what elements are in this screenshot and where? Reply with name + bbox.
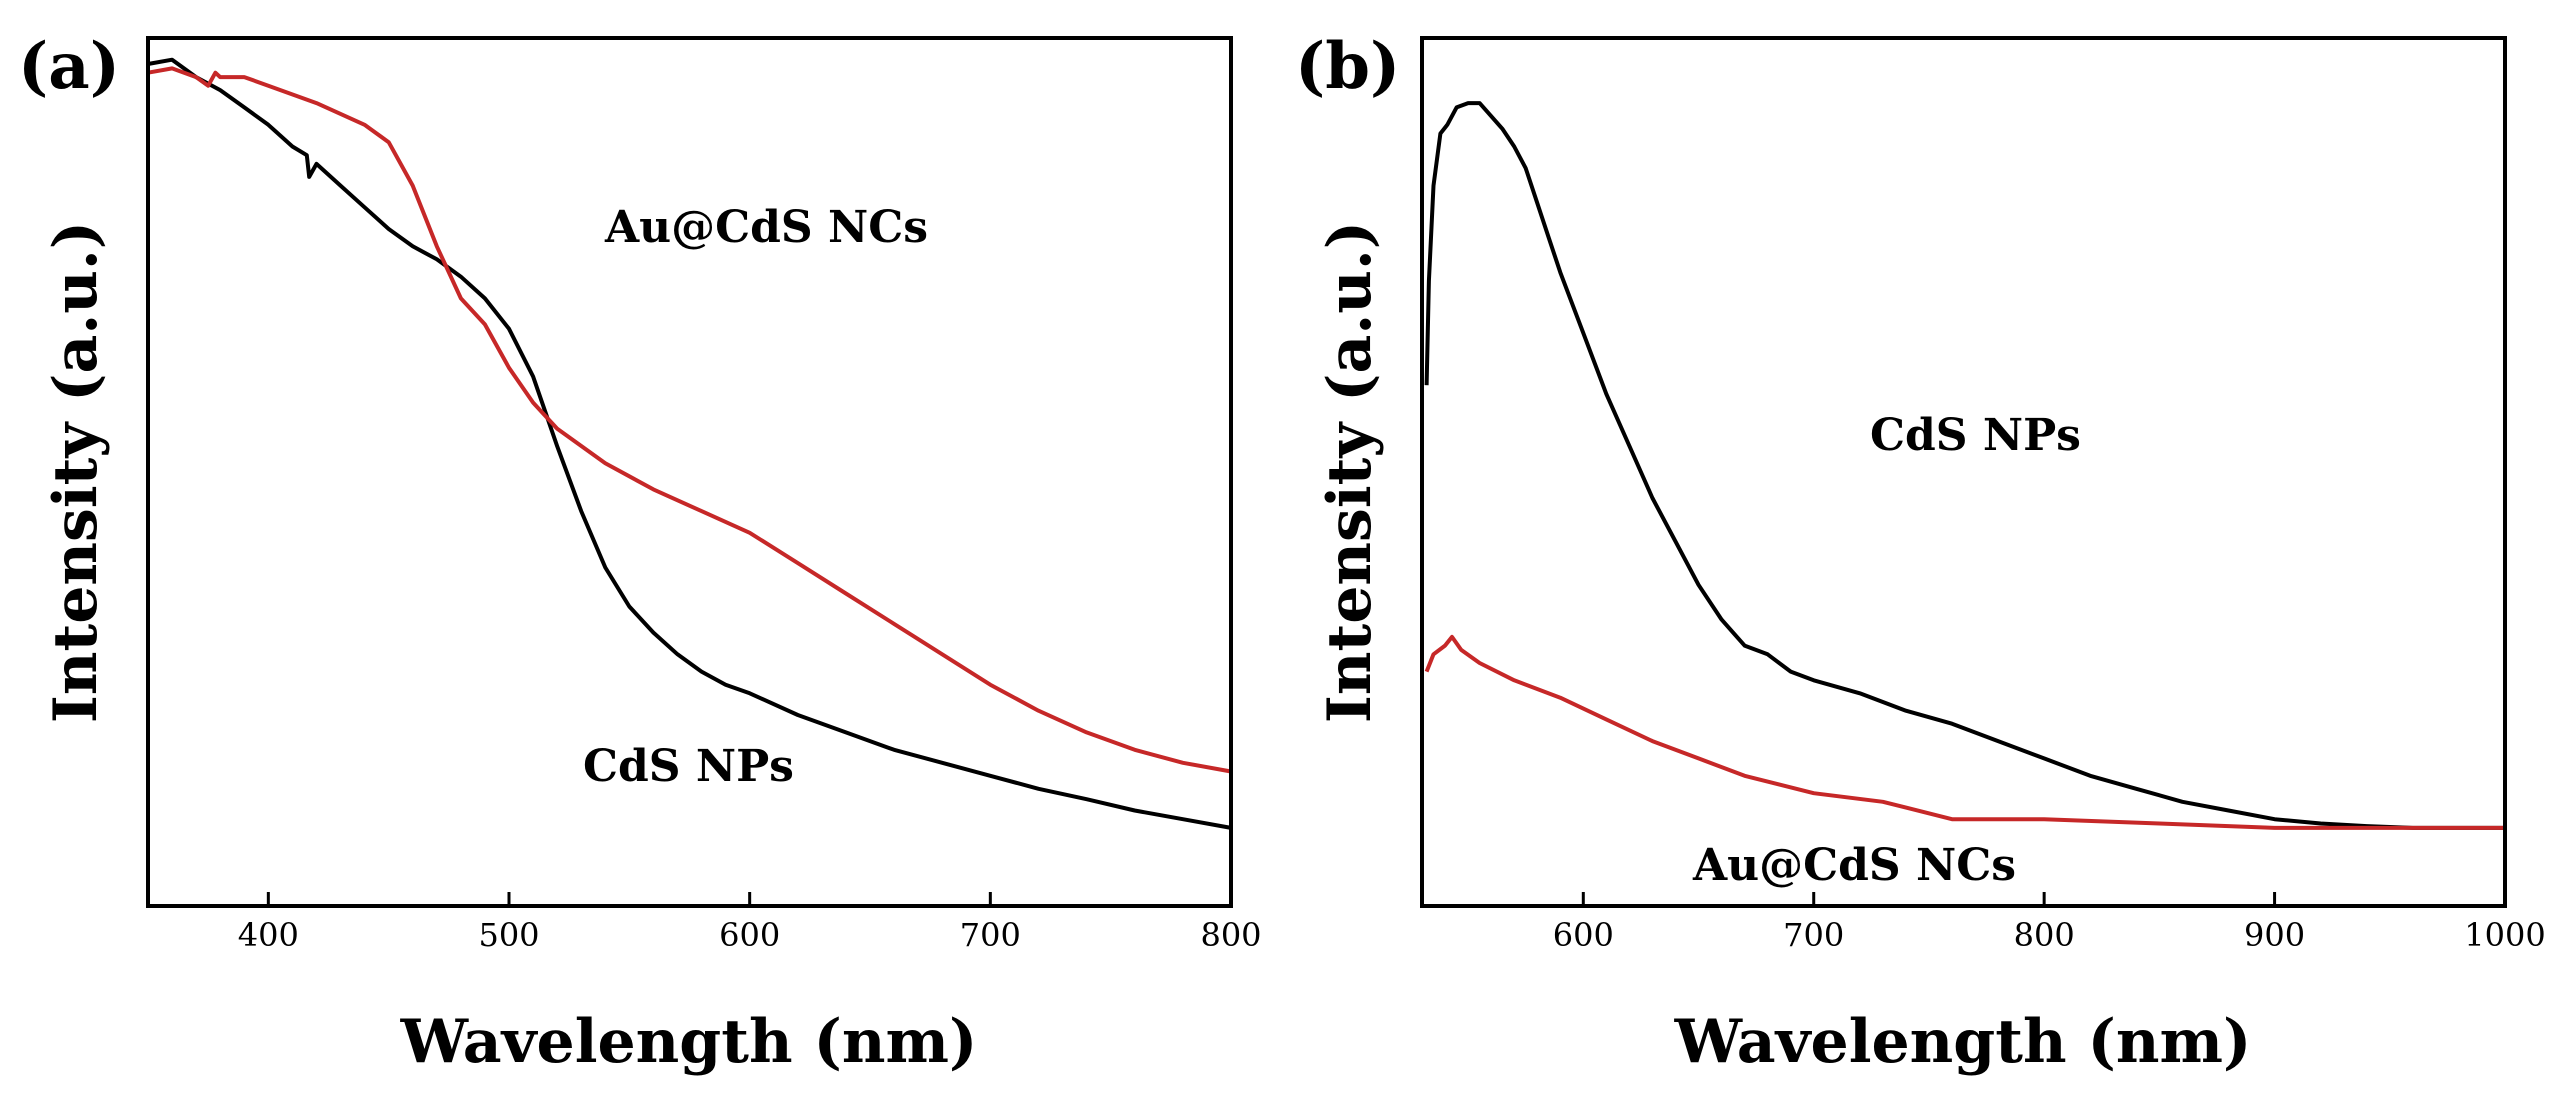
panel-a-series-cds-nps: [147, 57, 1232, 830]
panel-a-x-ticks: 400 500 600 700 800: [238, 892, 1262, 954]
panel-b-series-au-cds-ncs: [1424, 634, 2505, 830]
panel-a-y-axis-title: Intensity (a.u.): [41, 221, 111, 723]
panel-b-x-axis-title: Wavelength (nm): [1674, 1007, 2252, 1077]
panel-a-x-tick-label: 500: [478, 916, 539, 954]
panel-a-x-tick-label: 800: [1200, 916, 1261, 954]
panel-a-x-axis-title: Wavelength (nm): [400, 1007, 978, 1077]
panel-b-label: (b): [1295, 29, 1400, 104]
panel-b: (b) 600 700 800 900 1000 Wavelength (nm) Int…: [1295, 29, 2546, 1077]
panel-b-x-tick-label: 1000: [2464, 916, 2545, 954]
panel-a-frame: [146, 36, 1233, 908]
panel-b-x-tick-label: 900: [2244, 916, 2305, 954]
panel-b-x-ticks: 600 700 800 900 1000: [1553, 892, 2546, 954]
panel-b-annotation-cds: CdS NPs: [1870, 410, 2081, 461]
panel-a-label: (a): [18, 29, 120, 104]
panel-a-x-tick-label: 600: [719, 916, 780, 954]
panel-a-plot: [147, 57, 1232, 830]
panel-b-x-tick-label: 600: [1553, 916, 1614, 954]
panel-a-x-tick-label: 700: [960, 916, 1021, 954]
panel-a-annotation-cds: CdS NPs: [583, 741, 794, 792]
panel-b-y-axis-title: Intensity (a.u.): [1315, 221, 1385, 723]
panel-b-frame: [1420, 36, 2507, 908]
panel-b-plot: [1424, 101, 2505, 830]
panel-b-x-tick-label: 800: [2014, 916, 2075, 954]
panel-a-annotation-au-cds: Au@CdS NCs: [604, 202, 928, 253]
panel-b-series-cds-nps: [1424, 101, 2505, 830]
panel-b-x-tick-label: 700: [1783, 916, 1844, 954]
panel-a-series-au-cds-ncs: [147, 66, 1232, 774]
panel-a: (a) 400 500 600 700 800 Wavelength (nm) Inte…: [18, 29, 1262, 1077]
panel-a-x-tick-label: 400: [238, 916, 299, 954]
panel-b-annotation-au-cds: Au@CdS NCs: [1692, 840, 2016, 891]
